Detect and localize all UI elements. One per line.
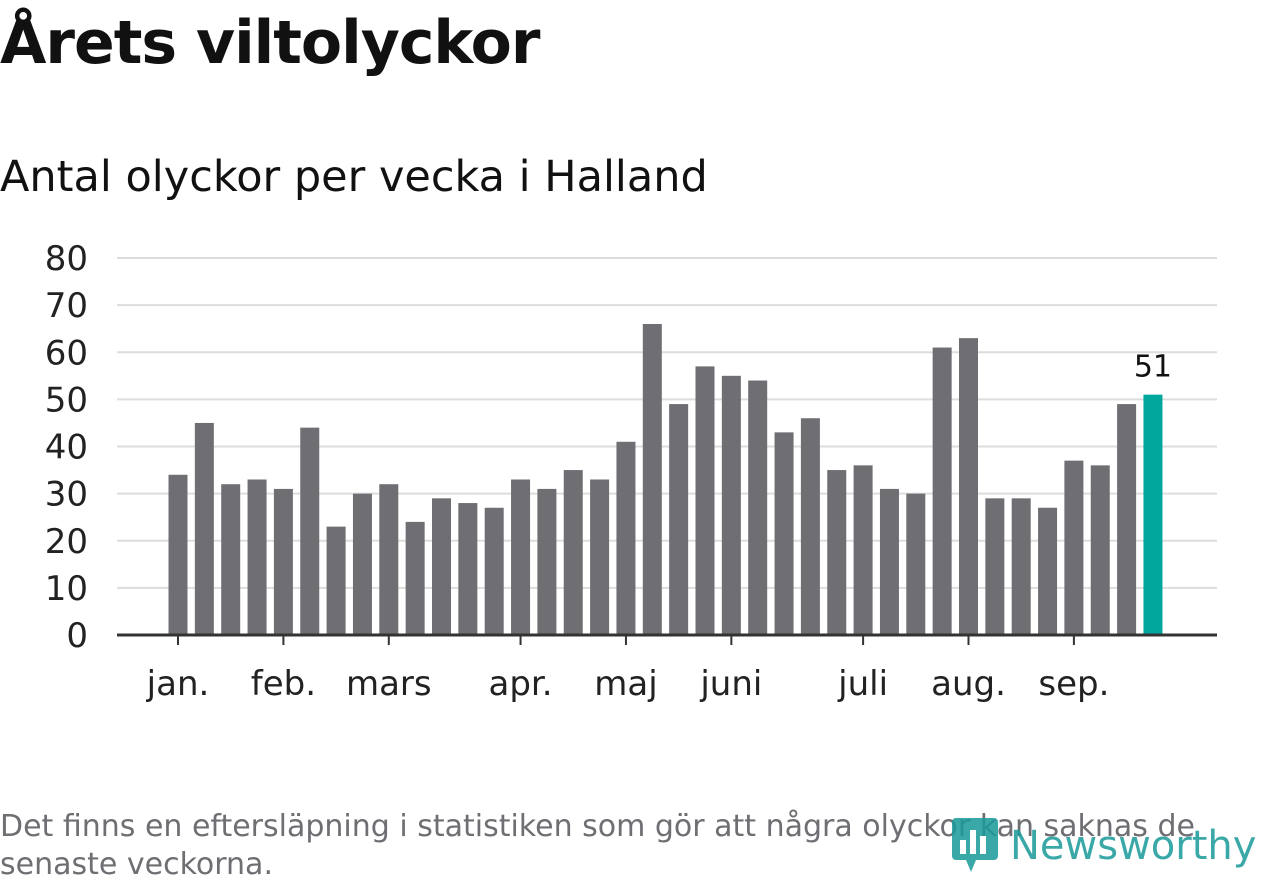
chart-subtitle: Antal olyckor per vecka i Halland [0, 152, 708, 202]
bar [1117, 404, 1137, 635]
bar [247, 479, 267, 635]
bar [616, 441, 636, 635]
y-tick-label: 40 [45, 428, 88, 468]
bar [484, 507, 504, 635]
highlight-bar [1143, 394, 1163, 635]
y-tick-label: 20 [45, 522, 88, 562]
bar [352, 493, 372, 635]
gridlines [117, 257, 1217, 589]
newsworthy-logo-icon [952, 818, 998, 872]
bar [221, 484, 241, 635]
bars [168, 323, 1163, 635]
bar [1011, 498, 1031, 635]
bar [379, 484, 399, 635]
chart-title: Årets viltolyckor [0, 8, 540, 78]
brand-name: Newsworthy [1010, 823, 1257, 869]
bar [273, 488, 293, 635]
x-tick-label: mars [346, 664, 432, 704]
bar [985, 498, 1005, 635]
x-tick-label: juli [837, 664, 888, 704]
bar [432, 498, 451, 635]
bar [642, 323, 662, 635]
y-tick-label: 10 [45, 569, 88, 609]
bar [1064, 460, 1084, 635]
data-labels: 51 [1134, 350, 1172, 385]
bar [458, 503, 478, 635]
x-tick-label: maj [594, 664, 657, 704]
x-tick-label: apr. [489, 664, 553, 704]
y-tick-label: 70 [45, 286, 88, 326]
y-axis: 0 10 20 30 40 50 60 70 80 [45, 239, 88, 656]
y-tick-label: 60 [45, 333, 88, 373]
x-tick-label: aug. [931, 664, 1006, 704]
bar [906, 493, 926, 635]
x-tick-label: juni [699, 664, 762, 704]
bar [695, 366, 715, 635]
y-tick-label: 50 [45, 380, 88, 420]
bar [774, 432, 794, 635]
bar [932, 347, 952, 635]
highlight-value-label: 51 [1134, 350, 1172, 385]
bar [590, 479, 610, 635]
bar [168, 474, 188, 635]
bar [300, 427, 320, 635]
bar [959, 338, 978, 635]
y-tick-label: 80 [45, 239, 88, 279]
bar [537, 488, 557, 635]
y-tick-label: 30 [45, 475, 88, 515]
x-tick-label: jan. [146, 664, 210, 704]
bar [853, 465, 873, 635]
bar [748, 380, 768, 635]
bar [879, 488, 899, 635]
brand-logo: Newsworthy [950, 816, 1256, 876]
bar [194, 422, 214, 635]
bar [827, 470, 847, 635]
bar [669, 404, 689, 635]
bar [721, 375, 741, 635]
bar [1090, 465, 1110, 635]
y-tick-label: 0 [66, 616, 88, 656]
bar [563, 470, 583, 635]
bar [405, 521, 425, 635]
x-axis: jan. feb. mars apr. maj juni juli aug. sep. [117, 633, 1217, 704]
bar [800, 418, 820, 635]
bar [511, 479, 531, 635]
bar [1038, 507, 1058, 635]
x-tick-label: feb. [251, 664, 316, 704]
bar [326, 526, 346, 635]
x-tick-label: sep. [1038, 664, 1109, 704]
